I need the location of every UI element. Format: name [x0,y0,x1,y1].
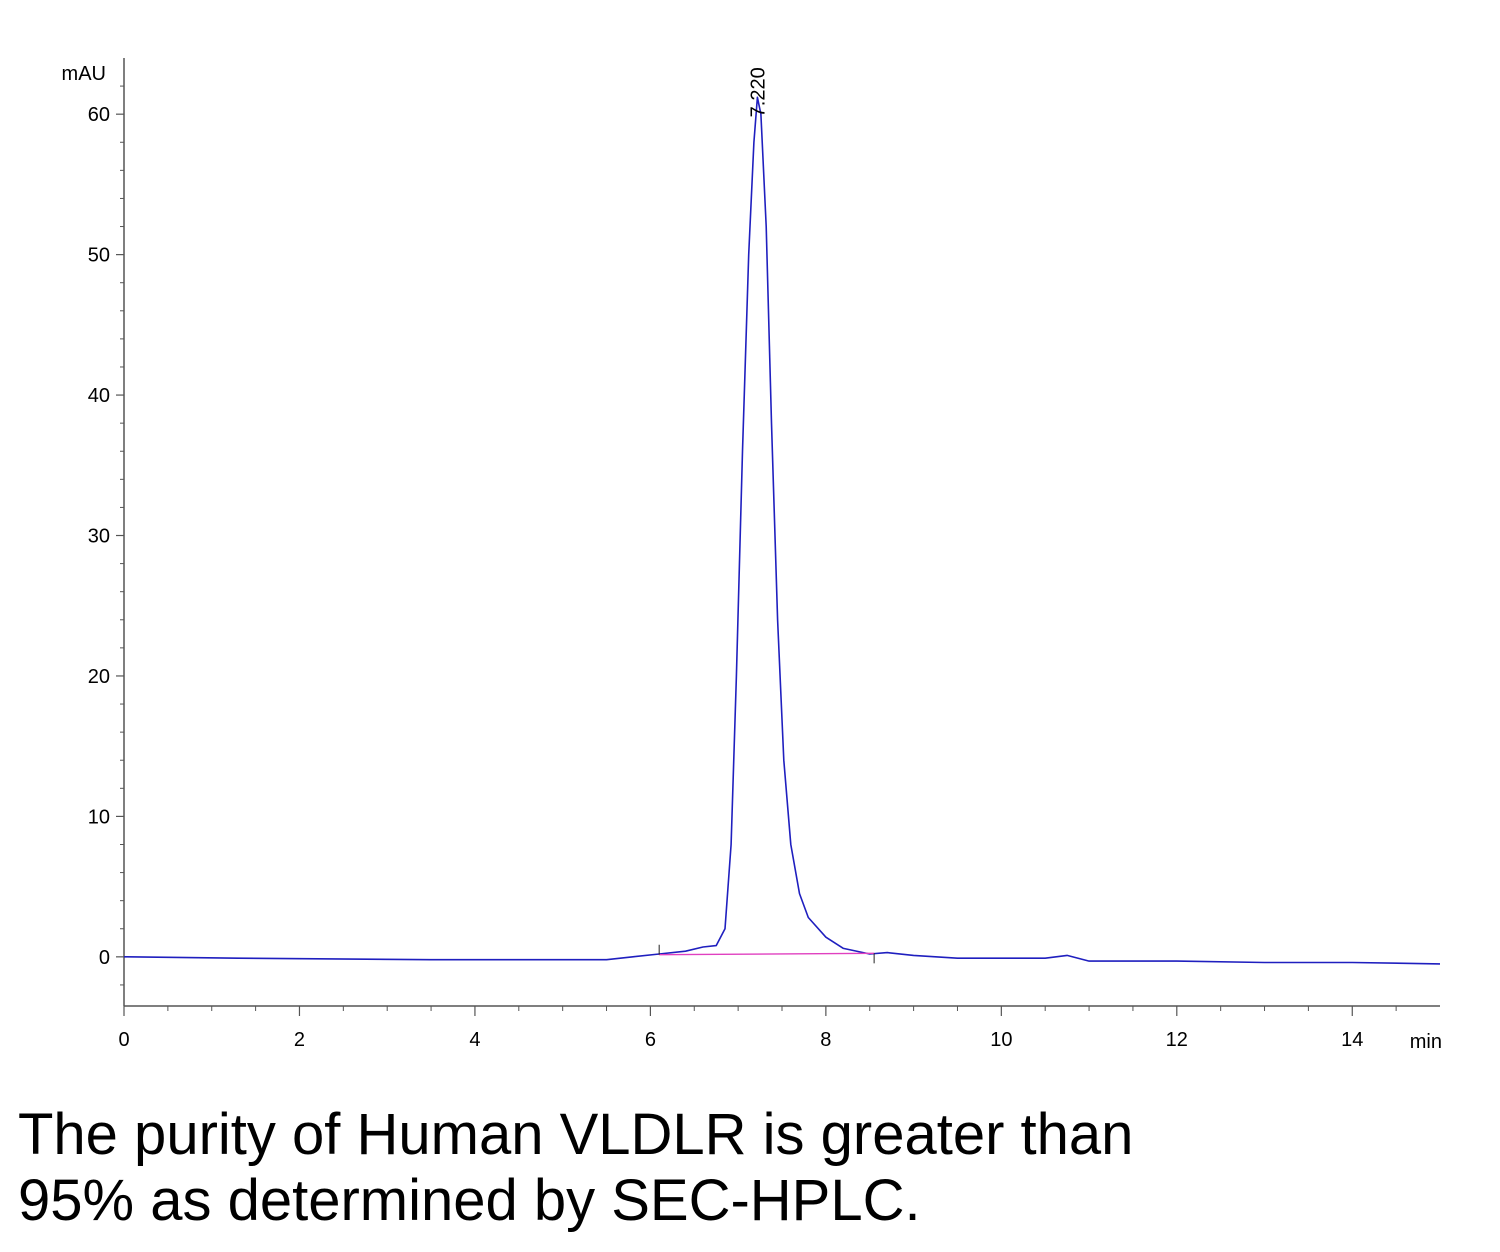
caption-line-1: The purity of Human VLDLR is greater tha… [18,1102,1134,1167]
peak-label: 7.220 [747,67,769,117]
y-tick-label: 20 [88,666,110,688]
caption: The purity of Human VLDLR is greater tha… [18,1102,1478,1234]
x-tick-label: 2 [294,1029,305,1051]
x-tick-label: 6 [645,1029,656,1051]
signal-trace [123,96,1441,965]
caption-line-2: 95% as determined by SEC-HPLC. [18,1168,921,1233]
y-axis-unit-label: mAU [62,63,106,85]
x-tick-label: 0 [118,1029,129,1051]
x-axis-unit-label: min [1410,1031,1442,1053]
y-tick-label: 40 [88,385,110,407]
x-tick-label: 8 [820,1029,831,1051]
y-tick-label: 10 [88,806,110,828]
x-tick-label: 14 [1341,1029,1363,1051]
x-tick-label: 12 [1166,1029,1188,1051]
y-tick-label: 30 [88,526,110,548]
y-tick-label: 60 [88,104,110,126]
chromatogram-chart: 0 10 20 30 40 50 60 0 2 4 6 8 10 12 14 mAU min 7.220 [62,58,1442,1053]
y-tick-label: 0 [99,947,110,969]
baseline-trace [659,952,875,956]
y-tick-label: 50 [88,245,110,267]
x-tick-label: 10 [990,1029,1012,1051]
x-tick-label: 4 [469,1029,480,1051]
